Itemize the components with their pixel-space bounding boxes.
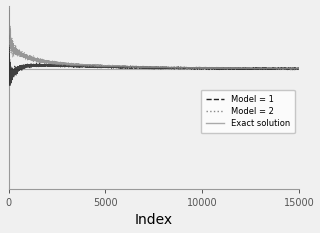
- X-axis label: Index: Index: [135, 213, 173, 227]
- Legend: Model = 1, Model = 2, Exact solution: Model = 1, Model = 2, Exact solution: [201, 90, 295, 133]
